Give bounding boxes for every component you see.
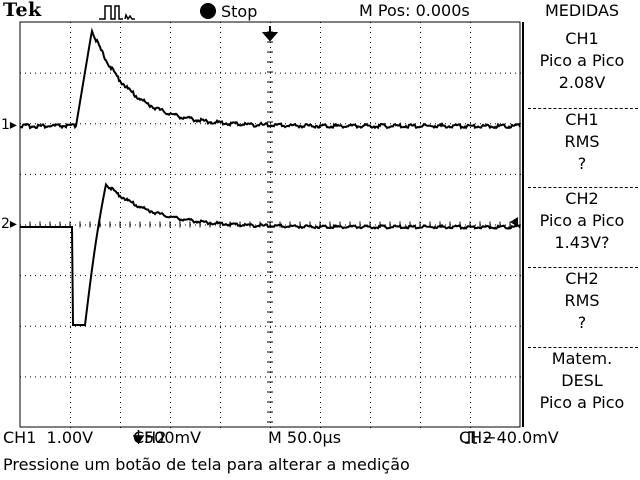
measure-slot-2[interactable]: CH1 RMS ? xyxy=(524,109,640,175)
ch2-marker-label: 2 xyxy=(1,216,10,232)
ch1-marker-label: 1 xyxy=(1,117,10,133)
trigger-readout: CH2 −40.0mV xyxy=(459,428,559,447)
measure-channel: Matem. xyxy=(551,349,613,368)
menu-divider xyxy=(528,187,638,188)
trigger-edge-icon xyxy=(465,431,478,444)
run-status: Stop xyxy=(200,1,257,21)
trigger-source: CH2 xyxy=(459,428,493,447)
stop-icon xyxy=(200,3,216,19)
measure-slot-4[interactable]: CH2 RMS ? xyxy=(524,268,640,334)
brand-logo: Tek xyxy=(3,0,42,21)
ch2-volts: 500mV xyxy=(144,428,202,447)
measure-slot-1[interactable]: CH1 Pico a Pico 2.08V xyxy=(524,28,640,94)
coupling-arrow-icon xyxy=(132,430,145,445)
measure-type: Pico a Pico xyxy=(539,51,625,70)
ch2-ground-marker: 2▸ xyxy=(1,216,17,232)
measure-channel: CH1 xyxy=(565,110,599,129)
measure-value: ? xyxy=(577,313,587,332)
top-status-bar: Tek Stop M Pos: 0.000s MEDIDAS xyxy=(0,0,640,22)
trigger-pulse-icon xyxy=(99,5,135,20)
measure-channel: CH1 xyxy=(565,29,599,48)
graticule xyxy=(19,21,521,428)
horizontal-position: M Pos: 0.000s xyxy=(359,1,470,20)
panel-title: MEDIDAS xyxy=(544,1,620,20)
menu-divider xyxy=(528,267,638,268)
menu-divider xyxy=(528,108,638,109)
measure-type: Pico a Pico xyxy=(539,211,625,230)
measure-type: RMS xyxy=(564,132,600,151)
measure-value: 1.43V? xyxy=(554,233,610,252)
ch2-waveform xyxy=(20,182,521,326)
measure-value: 2.08V xyxy=(558,73,606,92)
measure-value: ? xyxy=(577,154,587,173)
ch2-trigger-level-icon xyxy=(510,217,518,227)
measure-channel: CH2 xyxy=(565,269,599,288)
measure-type: DESL xyxy=(561,371,603,390)
measurement-menu: CH1 Pico a Pico 2.08V CH1 RMS ? CH2 Pico… xyxy=(522,22,640,427)
ch1-waveform xyxy=(19,27,521,130)
ch2-label: CH2 xyxy=(133,428,167,447)
menu-divider xyxy=(528,347,638,348)
measure-slot-3[interactable]: CH2 Pico a Pico 1.43V? xyxy=(524,188,640,254)
ch1-ground-marker: 1▸ xyxy=(1,117,17,133)
bottom-status-bar: CH1 1.00V CH2 500mV M 50.0µs CH2 −40.0mV xyxy=(0,428,640,448)
ch1-scale: CH1 1.00V xyxy=(3,428,94,447)
measure-value: Pico a Pico xyxy=(539,393,625,412)
hint-message: Pressione um botão de tela para alterar … xyxy=(3,455,410,474)
measure-type: RMS xyxy=(564,291,600,310)
trigger-position-icon xyxy=(261,26,279,42)
run-state-label: Stop xyxy=(221,1,258,21)
trigger-level: −40.0mV xyxy=(483,428,559,447)
timebase: M 50.0µs xyxy=(268,428,342,447)
measure-slot-5[interactable]: Matem. DESL Pico a Pico xyxy=(524,348,640,414)
measure-channel: CH2 xyxy=(565,189,599,208)
ch2-scale: CH2 500mV xyxy=(132,428,201,447)
